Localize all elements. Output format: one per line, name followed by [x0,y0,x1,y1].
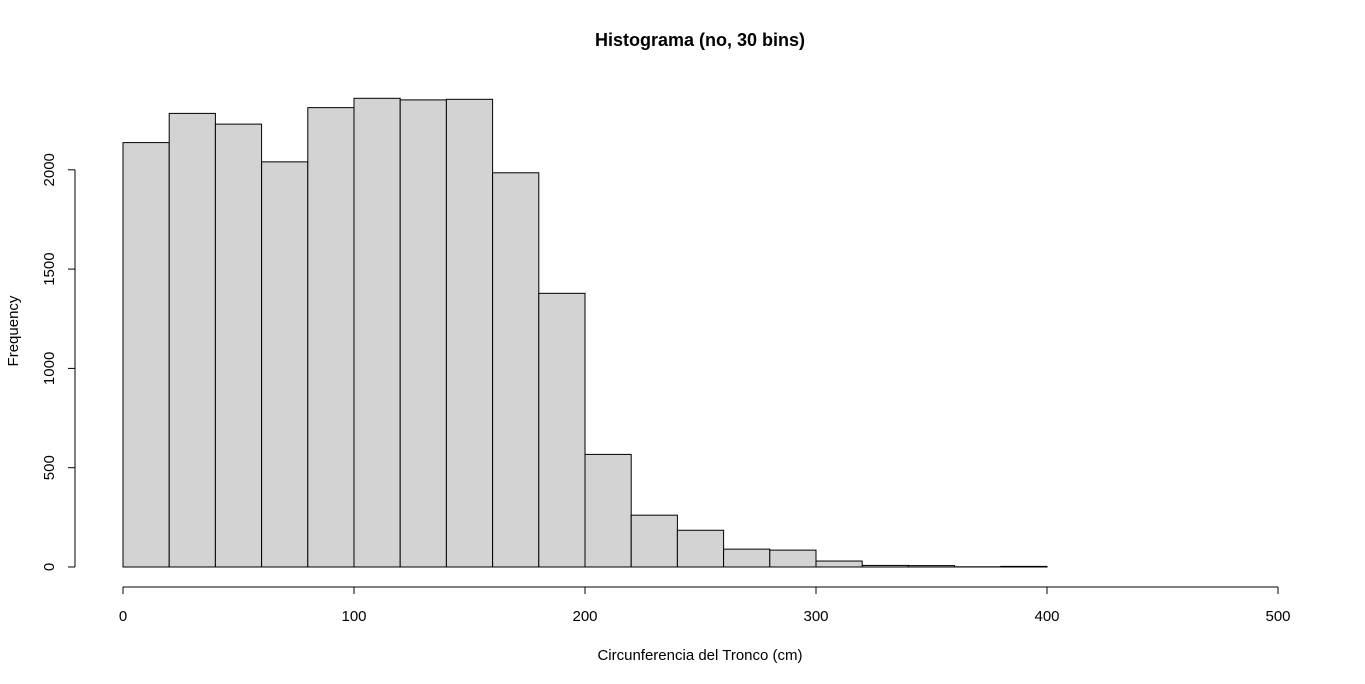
x-tick-label: 0 [119,608,127,625]
y-tick-label: 500 [41,455,58,480]
histogram-bar [584,453,632,568]
x-axis: 0 100 200 300 400 500 [119,586,1291,625]
histogram-bar [1000,565,1048,568]
histogram-bar [261,161,309,568]
x-tick-label: 200 [572,608,597,625]
histogram-bar [723,548,771,568]
histogram-bar [307,107,355,568]
histogram-bar [168,112,216,568]
y-axis: 0 500 1000 1500 2000 [41,153,76,571]
histogram-bar [815,560,863,568]
x-tick-label: 500 [1265,608,1290,625]
histogram-bar [445,98,494,568]
histogram-bar [492,172,540,568]
y-tick-label: 1500 [41,252,58,285]
bars-group [122,97,1048,568]
histogram-bar [861,564,909,568]
y-tick-label: 2000 [41,153,58,186]
x-tick-label: 300 [803,608,828,625]
histogram-bar [353,97,401,568]
histogram-bar [538,292,586,568]
histogram-bar [214,123,263,568]
y-tick-label: 0 [41,563,58,571]
histogram-bar [122,142,170,568]
histogram-bar [676,529,725,568]
y-axis-label: Frequency [5,295,22,366]
histogram-bar [769,549,817,568]
x-tick-label: 100 [341,608,366,625]
chart-title: Histograma (no, 30 bins) [595,30,805,50]
histogram-bar [907,565,956,568]
histogram-bar [399,99,447,568]
histogram-bar [630,514,678,568]
x-axis-label: Circunferencia del Tronco (cm) [597,647,802,664]
x-tick-label: 400 [1034,608,1059,625]
y-tick-label: 1000 [41,352,58,385]
